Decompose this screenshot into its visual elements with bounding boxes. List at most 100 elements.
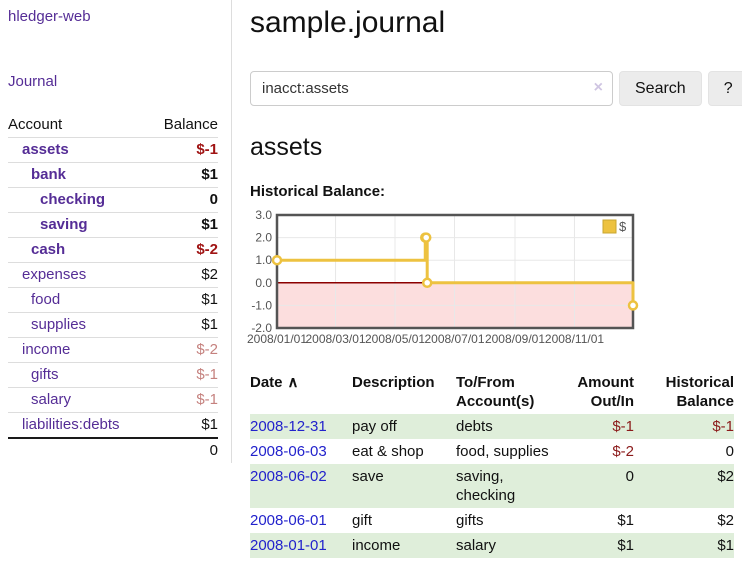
transaction-balance: $2 (717, 468, 734, 485)
register-col-accounts: To/From Account(s) (456, 374, 535, 410)
svg-text:-1.0: -1.0 (251, 298, 272, 312)
account-balance: $-2 (149, 337, 218, 363)
svg-text:2008/05/01: 2008/05/01 (365, 332, 425, 346)
svg-text:3.0: 3.0 (255, 208, 272, 222)
balance-chart: $3.0 2.0 1.0 0.0 -1.0 -2.0 2008/01/01 2008/03/0… (245, 207, 742, 355)
account-link[interactable]: assets (22, 141, 69, 158)
account-row-salary: salary $-1 (8, 387, 218, 413)
account-row-expenses: expenses $2 (8, 262, 218, 288)
accounts-total-row: 0 (8, 437, 218, 463)
account-link[interactable]: salary (31, 391, 72, 408)
transaction-description: pay off (352, 418, 397, 435)
register-table: Date ∧ Description To/From Account(s) Amo… (250, 370, 734, 558)
clear-search-icon[interactable]: × (593, 79, 603, 96)
svg-text:2008/03/01: 2008/03/01 (305, 332, 365, 346)
account-heading: assets (250, 133, 323, 161)
svg-text:2008/11/01: 2008/11/01 (545, 332, 604, 346)
register-col-balance: Historical Balance (665, 374, 734, 410)
transaction-balance: 0 (725, 443, 734, 460)
account-balance: $-2 (149, 237, 218, 263)
register-col-amount: Amount Out/In (577, 374, 634, 410)
accounts-header-row: Account Balance (8, 113, 218, 138)
account-row-saving: saving $1 (8, 212, 218, 238)
search-box: × (250, 71, 613, 106)
svg-text:2008/07/01: 2008/07/01 (424, 332, 484, 346)
account-balance: $1 (149, 312, 218, 338)
account-link[interactable]: saving (40, 216, 88, 233)
brand: hledger-web (8, 8, 218, 25)
search-button[interactable]: Search (619, 71, 702, 106)
help-button[interactable]: ? (707, 71, 742, 106)
account-row-gifts: gifts $-1 (8, 362, 218, 388)
register-row: 2008-06-03 eat & shop food, supplies $-2… (250, 439, 734, 464)
app-layout: hledger-web Journal Account Balance asse… (0, 0, 742, 558)
register-row: 2008-01-01 income salary $1 $1 (250, 533, 734, 558)
account-row-supplies: supplies $1 (8, 312, 218, 338)
transaction-amount: 0 (625, 468, 634, 485)
account-link[interactable]: checking (40, 191, 106, 208)
register-row: 2008-06-01 gift gifts $1 $2 (250, 508, 734, 533)
sidebar: hledger-web Journal Account Balance asse… (0, 0, 232, 463)
transaction-date-link[interactable]: 2008-06-02 (250, 468, 327, 485)
svg-text:0.0: 0.0 (255, 276, 272, 290)
account-link[interactable]: gifts (31, 366, 59, 383)
transaction-date-link[interactable]: 2008-12-31 (250, 418, 327, 435)
account-row-bank: bank $1 (8, 162, 218, 188)
transaction-amount: $1 (617, 537, 634, 554)
account-balance: 0 (149, 187, 218, 213)
nav-journal-link[interactable]: Journal (8, 73, 58, 90)
transaction-accounts: salary (456, 537, 497, 554)
accounts-total: 0 (149, 437, 218, 463)
account-link[interactable]: cash (31, 241, 66, 258)
svg-text:$: $ (619, 219, 627, 234)
account-link[interactable]: expenses (22, 266, 87, 283)
account-link[interactable]: bank (31, 166, 67, 183)
transaction-description: save (352, 468, 384, 485)
transaction-date-link[interactable]: 2008-06-03 (250, 443, 327, 460)
transaction-description: eat & shop (352, 443, 424, 460)
transaction-date-link[interactable]: 2008-01-01 (250, 537, 327, 554)
account-row-checking: checking 0 (8, 187, 218, 213)
transaction-amount: $1 (617, 512, 634, 529)
account-balance: $1 (149, 212, 218, 238)
accounts-col-balance: Balance (163, 116, 218, 133)
svg-text:1.0: 1.0 (255, 253, 272, 267)
transaction-balance: $-1 (712, 418, 734, 435)
account-link[interactable]: supplies (31, 316, 87, 333)
brand-link[interactable]: hledger-web (8, 8, 91, 25)
svg-text:2008/01/01: 2008/01/01 (247, 332, 307, 346)
chart-heading: Historical Balance: (250, 183, 386, 200)
account-row-assets: assets $-1 (8, 137, 218, 163)
search-form: × Search ? (250, 71, 742, 106)
account-row-income: income $-2 (8, 337, 218, 363)
svg-text:2008/09/01: 2008/09/01 (485, 332, 545, 346)
svg-text:2.0: 2.0 (255, 231, 272, 245)
transaction-amount: $-2 (612, 443, 634, 460)
account-balance: $1 (149, 162, 218, 188)
account-link[interactable]: food (31, 291, 61, 308)
page-title: sample.journal (250, 6, 446, 39)
account-balance: $-1 (149, 137, 218, 163)
account-link[interactable]: liabilities:debts (22, 416, 120, 433)
transaction-accounts: saving, checking (456, 468, 516, 504)
account-row-liabilities-debts: liabilities:debts $1 (8, 412, 218, 438)
account-balance: $1 (149, 287, 218, 313)
register-row: 2008-12-31 pay off debts $-1 $-1 (250, 414, 734, 439)
transaction-accounts: debts (456, 418, 493, 435)
accounts-col-account: Account (8, 116, 63, 133)
transaction-description: income (352, 537, 401, 554)
balance-chart-canvas: $3.0 2.0 1.0 0.0 -1.0 -2.02008/01/012008/03/0… (247, 208, 639, 346)
account-balance: $-1 (149, 362, 218, 388)
account-row-cash: cash $-2 (8, 237, 218, 263)
account-row-food: food $1 (8, 287, 218, 313)
register-col-description: Description (352, 374, 435, 391)
transaction-date-link[interactable]: 2008-06-01 (250, 512, 327, 529)
svg-text:-2.0: -2.0 (251, 321, 272, 335)
register-col-date-label: Date (250, 374, 283, 391)
account-balance: $-1 (149, 387, 218, 413)
account-link[interactable]: income (22, 341, 71, 358)
main-content: sample.journal × Search ? assets Histori… (232, 0, 742, 558)
transaction-description: gift (352, 512, 373, 529)
search-input[interactable] (250, 71, 613, 106)
register-col-date[interactable]: Date ∧ (250, 370, 344, 414)
